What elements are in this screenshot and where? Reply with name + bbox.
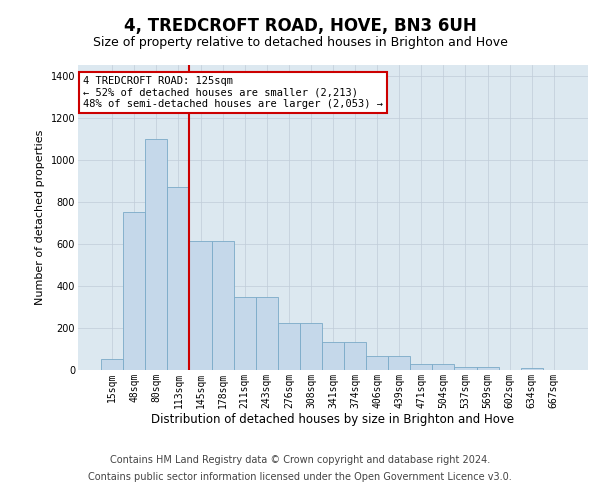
Y-axis label: Number of detached properties: Number of detached properties: [35, 130, 45, 305]
Bar: [322, 342, 344, 370]
Text: 4 TREDCROFT ROAD: 125sqm
← 52% of detached houses are smaller (2,213)
48% of sem: 4 TREDCROFT ROAD: 125sqm ← 52% of detach…: [83, 76, 383, 109]
Bar: [278, 322, 300, 370]
Bar: [521, 368, 543, 370]
Bar: [433, 364, 454, 370]
Text: Contains HM Land Registry data © Crown copyright and database right 2024.: Contains HM Land Registry data © Crown c…: [110, 455, 490, 465]
Bar: [167, 187, 190, 370]
Text: Size of property relative to detached houses in Brighton and Hove: Size of property relative to detached ho…: [92, 36, 508, 49]
Bar: [256, 298, 278, 370]
Bar: [388, 356, 410, 370]
Bar: [212, 240, 233, 370]
Bar: [300, 322, 322, 370]
Bar: [366, 356, 388, 370]
Text: Distribution of detached houses by size in Brighton and Hove: Distribution of detached houses by size …: [151, 412, 515, 426]
Bar: [454, 367, 476, 370]
Text: Contains public sector information licensed under the Open Government Licence v3: Contains public sector information licen…: [88, 472, 512, 482]
Bar: [410, 364, 433, 370]
Bar: [233, 298, 256, 370]
Bar: [190, 240, 212, 370]
Bar: [145, 138, 167, 370]
Text: 4, TREDCROFT ROAD, HOVE, BN3 6UH: 4, TREDCROFT ROAD, HOVE, BN3 6UH: [124, 18, 476, 36]
Bar: [123, 212, 145, 370]
Bar: [344, 342, 366, 370]
Bar: [101, 360, 123, 370]
Bar: [476, 367, 499, 370]
